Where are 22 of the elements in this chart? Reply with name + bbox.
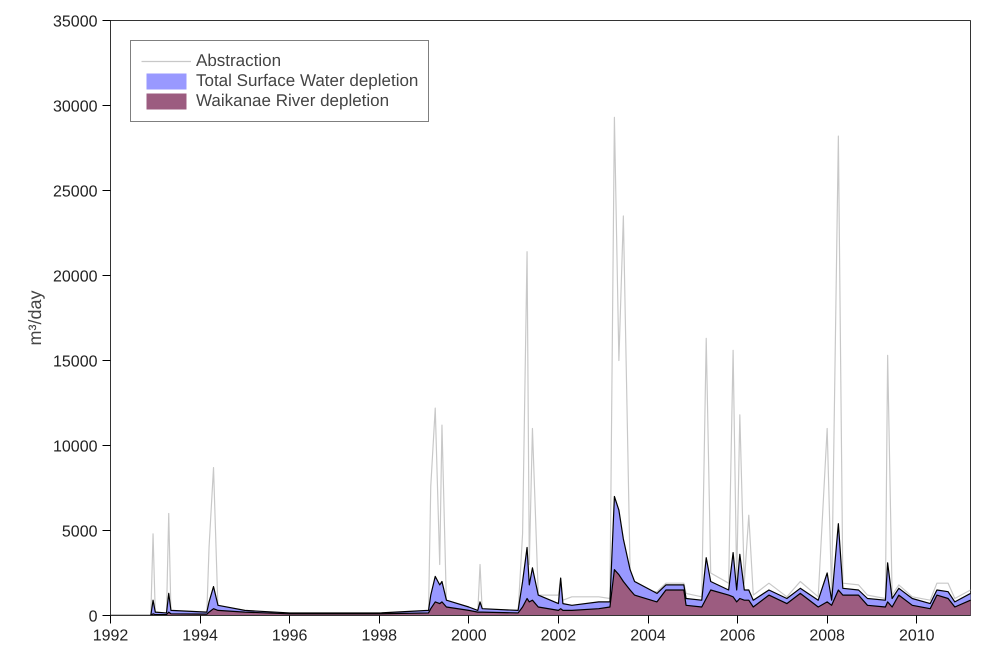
x-tick-label: 2002	[540, 628, 576, 644]
y-tick-label: 35000	[53, 14, 98, 30]
legend-label: Total Surface Water depletion	[196, 71, 418, 91]
y-tick-label: 20000	[53, 268, 98, 286]
legend-label: Abstraction	[196, 51, 282, 71]
x-tick-label: 1992	[92, 628, 128, 644]
y-tick-label: 10000	[53, 438, 98, 456]
y-tick-label: 5000	[62, 524, 98, 540]
legend-label: Waikanae River depletion	[196, 91, 390, 111]
x-tick-label: 1998	[361, 628, 398, 644]
x-tick-label: 2010	[898, 628, 935, 644]
x-tick-label: 1996	[272, 628, 308, 644]
y-tick-label: 0	[88, 608, 98, 626]
x-tick-label: 2000	[451, 628, 487, 644]
y-tick-label: 25000	[53, 184, 98, 200]
x-tick-label: 1994	[182, 628, 218, 644]
y-axis-title: m³/day	[25, 290, 46, 346]
x-tick-label: 2006	[720, 628, 756, 644]
x-tick-label: 2004	[630, 628, 666, 644]
y-tick-label: 30000	[53, 98, 98, 116]
x-tick-label: 2008	[809, 628, 846, 644]
y-tick-label: 15000	[53, 354, 98, 370]
